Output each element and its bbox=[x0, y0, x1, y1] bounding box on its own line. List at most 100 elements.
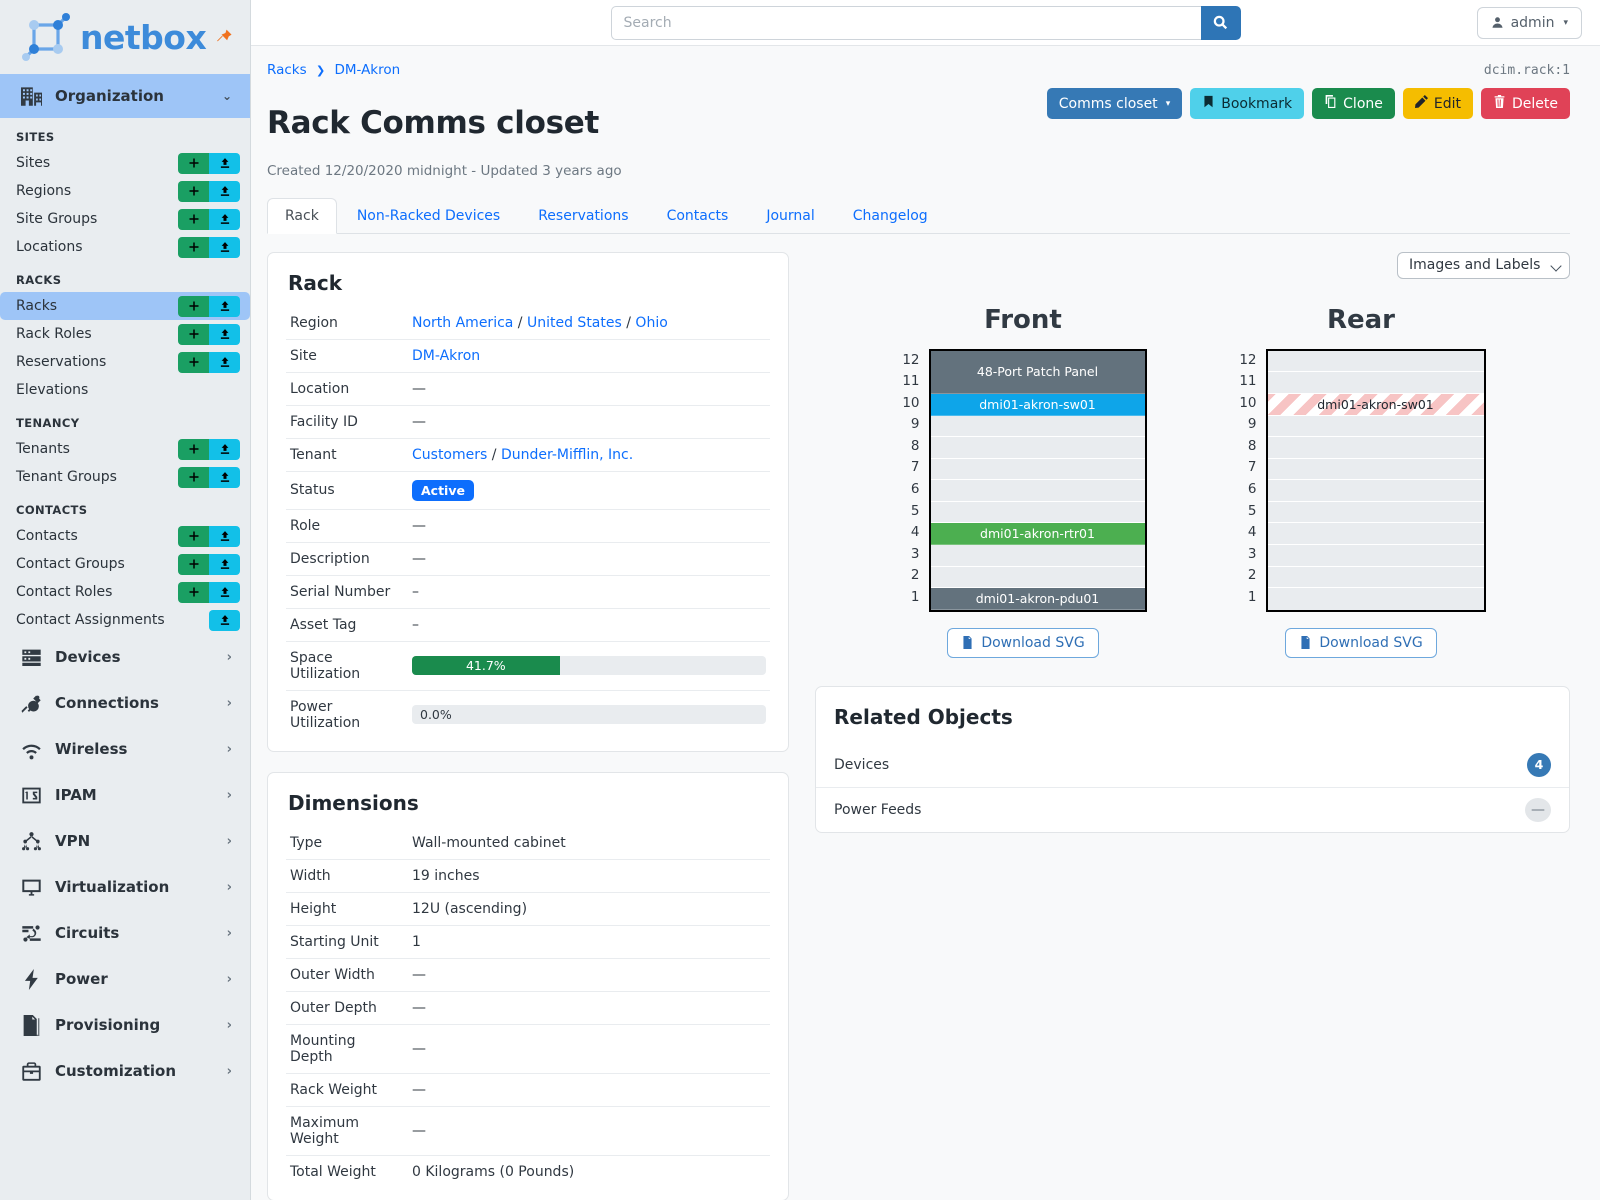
add-locations-button[interactable] bbox=[178, 236, 209, 258]
import-contact-assignments-button[interactable] bbox=[209, 609, 240, 631]
rack-unit-empty-11[interactable] bbox=[1267, 372, 1484, 394]
sidebar-group-devices[interactable]: Devices › bbox=[0, 634, 250, 680]
tab-contacts[interactable]: Contacts bbox=[666, 207, 729, 224]
link-customers[interactable]: Customers bbox=[412, 446, 488, 463]
rack-unit-empty-5[interactable] bbox=[930, 501, 1145, 524]
sidebar-item-racks[interactable]: Racks bbox=[0, 292, 250, 320]
import-locations-button[interactable] bbox=[209, 236, 240, 258]
link-north-america[interactable]: North America bbox=[412, 314, 514, 331]
import-tenants-button[interactable] bbox=[209, 438, 240, 460]
download-svg-rear-button[interactable]: Download SVG bbox=[1285, 627, 1437, 658]
add-contact-roles-button[interactable] bbox=[178, 581, 209, 603]
add-site-groups-button[interactable] bbox=[178, 208, 209, 230]
breadcrumb-item-site[interactable]: DM-Akron bbox=[334, 62, 401, 78]
add-regions-button[interactable] bbox=[178, 180, 209, 202]
import-contact-groups-button[interactable] bbox=[209, 553, 240, 575]
rack-unit-empty-7[interactable] bbox=[1267, 458, 1484, 481]
sidebar-item-regions[interactable]: Regions bbox=[0, 177, 250, 205]
import-site-groups-button[interactable] bbox=[209, 208, 240, 230]
add-rack-roles-button[interactable] bbox=[178, 323, 209, 345]
sidebar-item-contact-assignments[interactable]: Contact Assignments bbox=[0, 606, 250, 634]
rack-unit-empty-2[interactable] bbox=[1267, 566, 1484, 589]
sidebar-group-ipam[interactable]: IPAM › bbox=[0, 772, 250, 818]
import-sites-button[interactable] bbox=[209, 152, 240, 174]
add-racks-button[interactable] bbox=[178, 295, 209, 317]
add-contact-groups-button[interactable] bbox=[178, 553, 209, 575]
import-rack-roles-button[interactable] bbox=[209, 323, 240, 345]
sidebar-group-organization[interactable]: Organization ⌄ bbox=[0, 74, 250, 118]
add-reservations-button[interactable] bbox=[178, 351, 209, 373]
clone-button[interactable]: Clone bbox=[1312, 88, 1395, 119]
rack-unit-empty-2[interactable] bbox=[930, 566, 1145, 589]
rack-unit-empty-8[interactable] bbox=[1267, 437, 1484, 459]
rack-unit-empty-6[interactable] bbox=[930, 480, 1145, 502]
rack-unit-empty-5[interactable] bbox=[1267, 501, 1484, 524]
user-menu-button[interactable]: admin ▾ bbox=[1476, 6, 1582, 39]
rack-unit-empty-12[interactable] bbox=[1267, 350, 1484, 373]
rack-unit-empty-8[interactable] bbox=[930, 437, 1145, 459]
import-contact-roles-button[interactable] bbox=[209, 581, 240, 603]
import-contacts-button[interactable] bbox=[209, 525, 240, 547]
delete-button[interactable]: Delete bbox=[1481, 88, 1570, 119]
download-svg-front-button[interactable]: Download SVG bbox=[947, 627, 1099, 658]
rack-unit-empty-7[interactable] bbox=[930, 458, 1145, 481]
bookmark-button[interactable]: Bookmark bbox=[1190, 88, 1305, 119]
sidebar-group-virtualization[interactable]: Virtualization › bbox=[0, 864, 250, 910]
sidebar-group-wireless[interactable]: Wireless › bbox=[0, 726, 250, 772]
tab-rack[interactable]: Rack bbox=[267, 197, 337, 234]
rack-unit-device[interactable]: dmi01-akron-sw01 bbox=[930, 393, 1145, 416]
rack-unit-empty-4[interactable] bbox=[1267, 523, 1484, 546]
rack-unit-device[interactable]: dmi01-akron-pdu01 bbox=[930, 588, 1145, 610]
sidebar-item-sites[interactable]: Sites bbox=[0, 149, 250, 177]
import-regions-button[interactable] bbox=[209, 180, 240, 202]
edit-button[interactable]: Edit bbox=[1402, 88, 1473, 119]
import-reservations-button[interactable] bbox=[209, 351, 240, 373]
rack-unit-empty-3[interactable] bbox=[930, 545, 1145, 567]
sidebar-group-circuits[interactable]: Circuits › bbox=[0, 910, 250, 956]
rack-unit-device[interactable]: dmi01-akron-rtr01 bbox=[930, 523, 1145, 546]
link-dunder-mifflin-inc[interactable]: Dunder-Mifflin, Inc. bbox=[500, 446, 634, 463]
sidebar-item-locations[interactable]: Locations bbox=[0, 233, 250, 261]
link-united-states[interactable]: United States bbox=[526, 314, 622, 331]
add-tenant-groups-button[interactable] bbox=[178, 466, 209, 488]
sidebar-item-reservations[interactable]: Reservations bbox=[0, 348, 250, 376]
link-ohio[interactable]: Ohio bbox=[635, 314, 668, 331]
rack-unit-device[interactable]: dmi01-akron-sw01 bbox=[1267, 393, 1484, 416]
comms-closet-button[interactable]: Comms closet ▾ bbox=[1046, 88, 1183, 119]
sidebar-item-contact-roles[interactable]: Contact Roles bbox=[0, 578, 250, 606]
sidebar-item-elevations[interactable]: Elevations bbox=[0, 376, 250, 404]
add-tenants-button[interactable] bbox=[178, 438, 209, 460]
related-object-row-devices[interactable]: Devices 4 bbox=[816, 743, 1569, 787]
tab-journal[interactable]: Journal bbox=[766, 207, 815, 224]
rack-unit-empty-9[interactable] bbox=[1267, 415, 1484, 438]
add-sites-button[interactable] bbox=[178, 152, 209, 174]
add-contacts-button[interactable] bbox=[178, 525, 209, 547]
search-button[interactable] bbox=[1200, 5, 1241, 40]
sidebar-item-tenant-groups[interactable]: Tenant Groups bbox=[0, 463, 250, 491]
elevation-view-select[interactable]: Images and Labels bbox=[1397, 251, 1570, 279]
brand[interactable]: netbox bbox=[0, 0, 250, 74]
rack-unit-empty-1[interactable] bbox=[1267, 588, 1484, 610]
sidebar-group-power[interactable]: Power › bbox=[0, 956, 250, 1002]
sidebar-item-tenants[interactable]: Tenants bbox=[0, 435, 250, 463]
breadcrumb-item-racks[interactable]: Racks bbox=[267, 62, 307, 78]
related-object-row-power-feeds[interactable]: Power Feeds — bbox=[816, 786, 1569, 832]
rack-unit-empty-9[interactable] bbox=[930, 415, 1145, 438]
sidebar-item-contacts[interactable]: Contacts bbox=[0, 522, 250, 550]
import-racks-button[interactable] bbox=[209, 295, 240, 317]
sidebar-item-rack-roles[interactable]: Rack Roles bbox=[0, 320, 250, 348]
sidebar-item-site-groups[interactable]: Site Groups bbox=[0, 205, 250, 233]
import-tenant-groups-button[interactable] bbox=[209, 466, 240, 488]
rack-unit-device[interactable]: 48-Port Patch Panel bbox=[930, 350, 1145, 394]
sidebar-item-contact-groups[interactable]: Contact Groups bbox=[0, 550, 250, 578]
search-input[interactable] bbox=[610, 5, 1201, 40]
sidebar-group-customization[interactable]: Customization › bbox=[0, 1048, 250, 1094]
tab-changelog[interactable]: Changelog bbox=[852, 207, 928, 224]
tab-non-racked-devices[interactable]: Non-Racked Devices bbox=[356, 207, 501, 224]
rack-unit-empty-6[interactable] bbox=[1267, 480, 1484, 502]
sidebar-group-vpn[interactable]: VPN › bbox=[0, 818, 250, 864]
tab-reservations[interactable]: Reservations bbox=[538, 207, 629, 224]
rack-unit-empty-3[interactable] bbox=[1267, 545, 1484, 567]
sidebar-group-provisioning[interactable]: Provisioning › bbox=[0, 1002, 250, 1048]
sidebar-group-connections[interactable]: Connections › bbox=[0, 680, 250, 726]
